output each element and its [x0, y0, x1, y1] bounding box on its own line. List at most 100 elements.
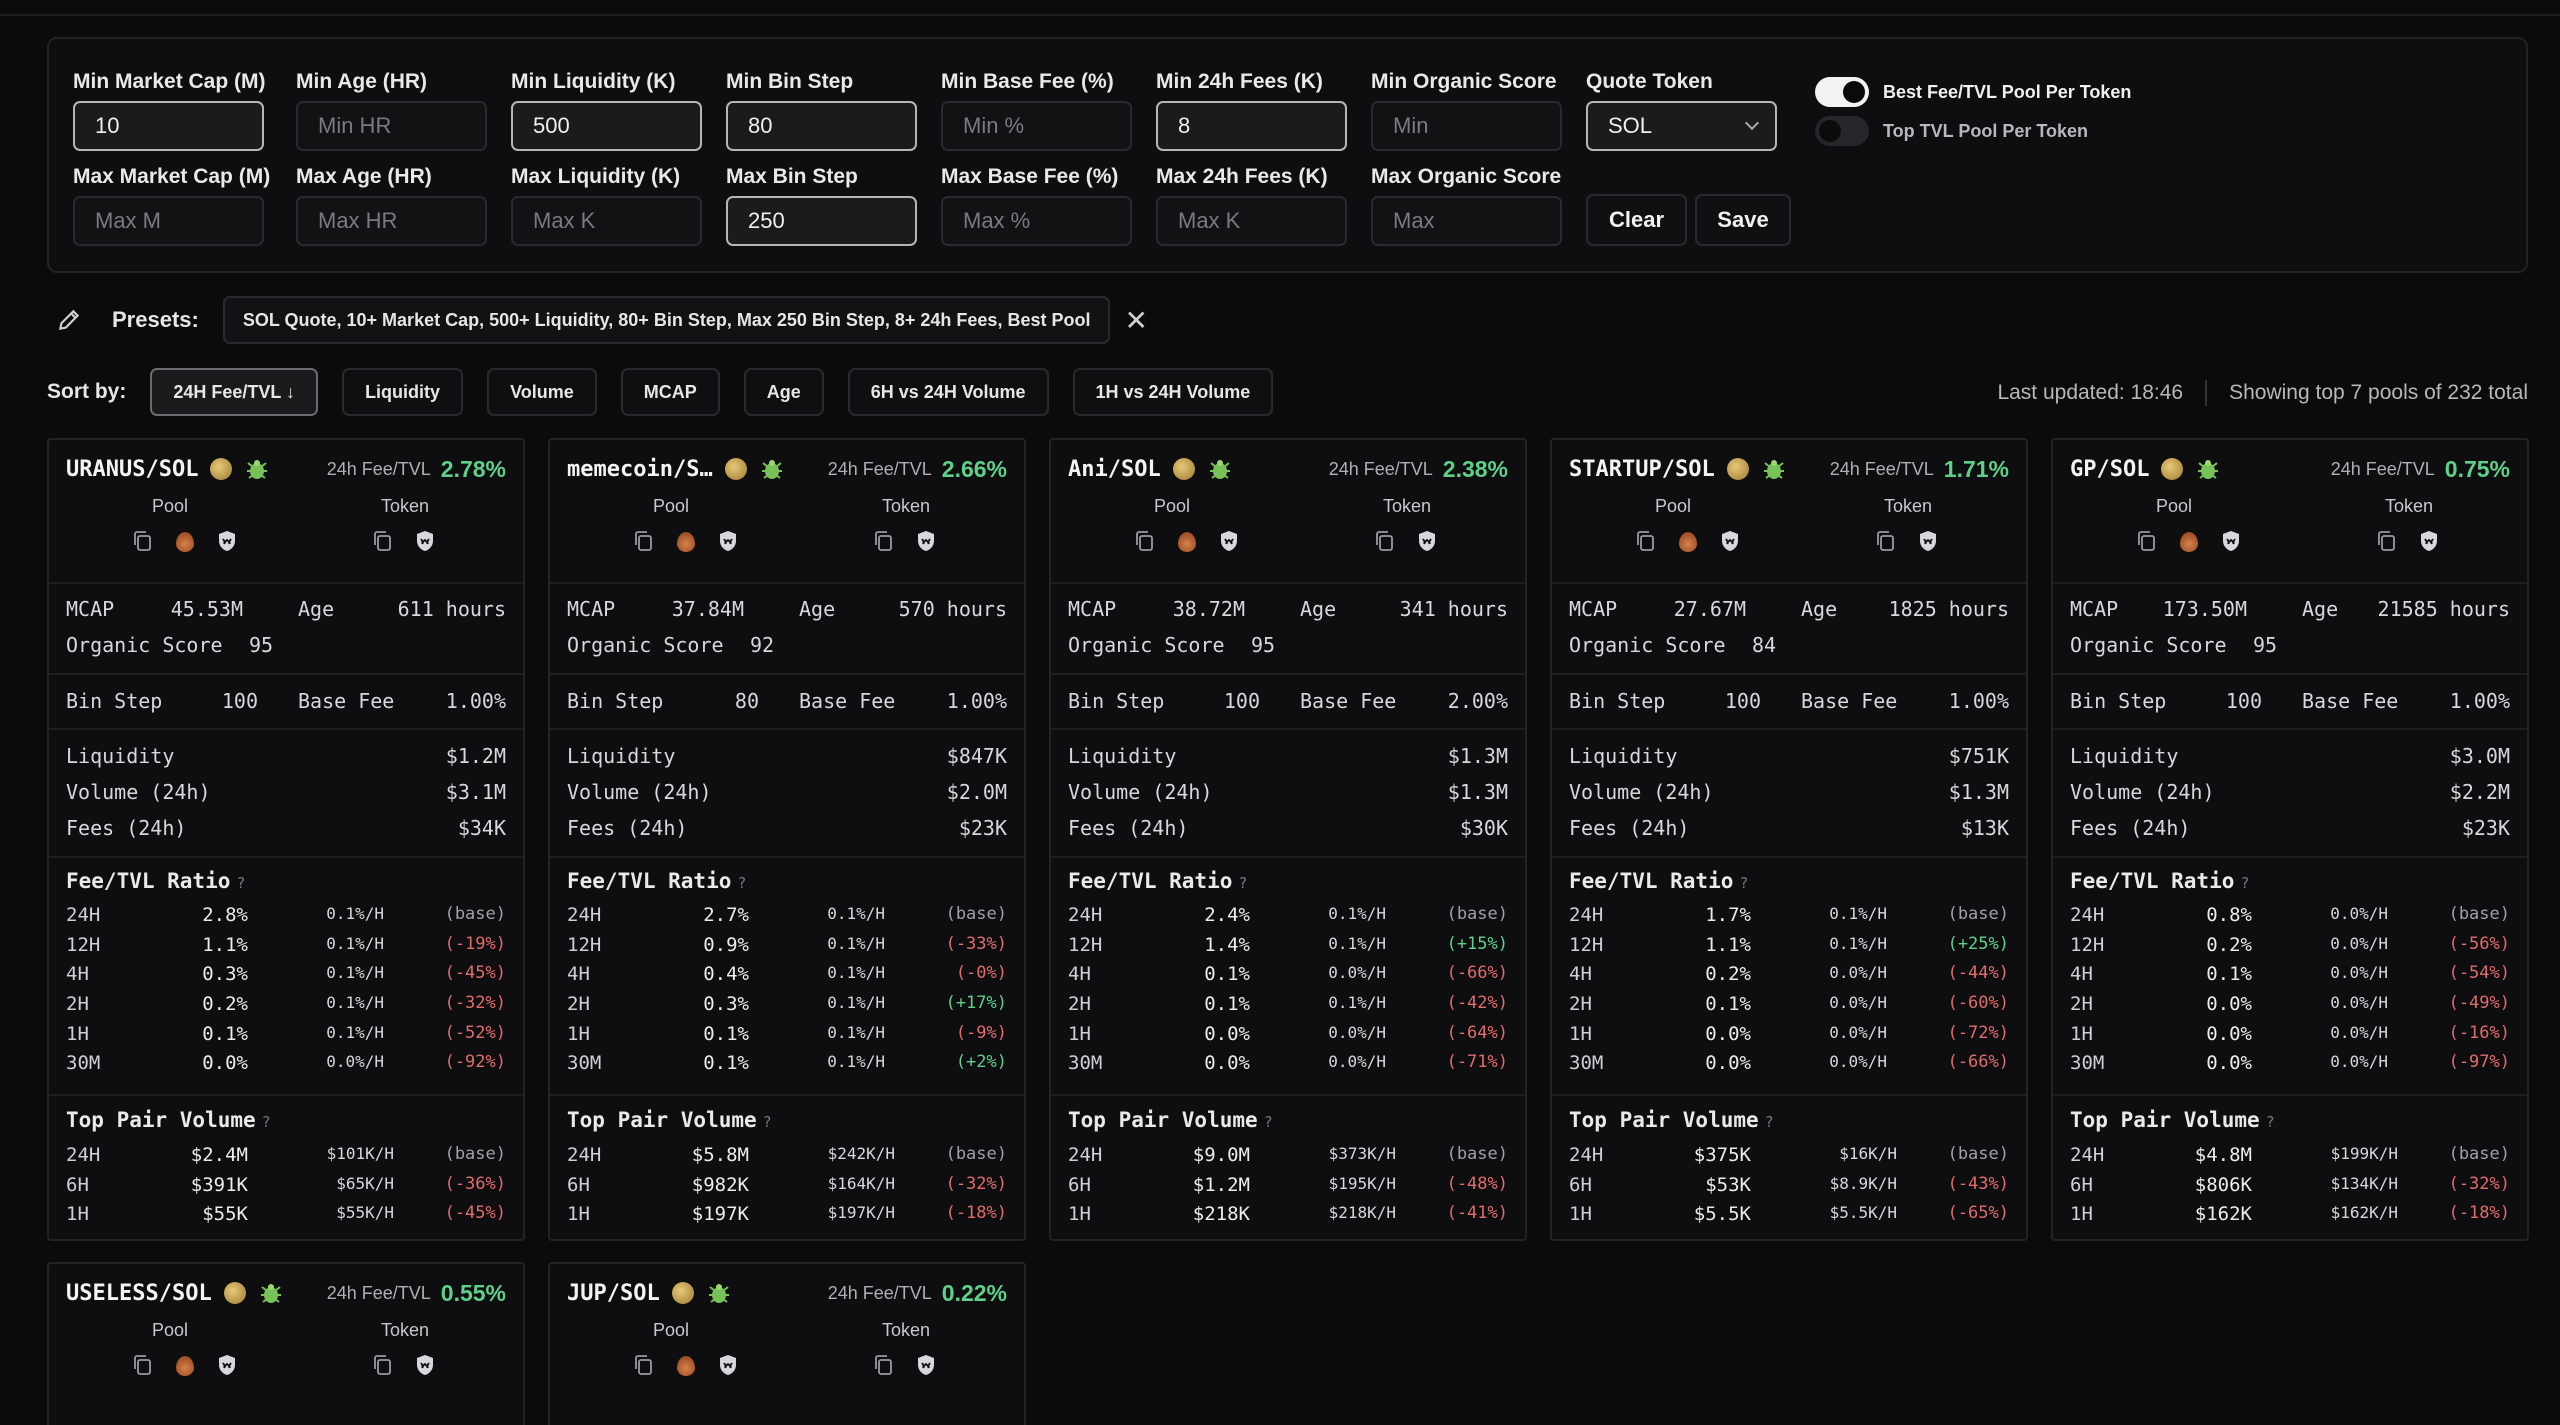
rugcheck-pool-icon[interactable]	[718, 530, 738, 552]
timeframe: 30M	[66, 1052, 101, 1075]
copy-pool-icon[interactable]	[633, 530, 653, 552]
change: (-45%)	[444, 1203, 506, 1224]
meteora-icon[interactable]	[176, 1356, 194, 1376]
copy-token-icon[interactable]	[873, 1354, 893, 1376]
timeframe: 1H	[1569, 1203, 1592, 1226]
copy-pool-icon[interactable]	[633, 1354, 653, 1376]
sort-option[interactable]: 24H Fee/TVL ↓	[150, 368, 319, 416]
pair-name[interactable]: URANUS/SOL	[66, 456, 199, 482]
meteora-icon[interactable]	[677, 1356, 695, 1376]
copy-token-icon[interactable]	[873, 530, 893, 552]
meteora-icon[interactable]	[2180, 532, 2198, 552]
copy-token-icon[interactable]	[372, 530, 392, 552]
filter-input[interactable]: Max	[1371, 196, 1562, 246]
pair-name[interactable]: USELESS/SOL	[66, 1280, 212, 1306]
card-divider	[2053, 673, 2527, 675]
binstep-row: Bin Step 100 Base Fee 1.00%	[1569, 689, 2009, 715]
filter-input[interactable]: Max K	[511, 196, 702, 246]
copy-pool-icon[interactable]	[132, 1354, 152, 1376]
help-icon[interactable]: ?	[236, 874, 246, 892]
rugcheck-pool-icon[interactable]	[2221, 530, 2241, 552]
help-icon[interactable]: ?	[1263, 1113, 1273, 1131]
help-icon[interactable]: ?	[261, 1113, 271, 1131]
filter-input[interactable]: 10	[73, 101, 264, 151]
filter-input[interactable]: Max K	[1156, 196, 1347, 246]
rugcheck-token-icon[interactable]	[2419, 530, 2439, 552]
help-icon[interactable]: ?	[2265, 1113, 2275, 1131]
pencil-icon[interactable]	[56, 307, 82, 333]
rugcheck-token-icon[interactable]	[1918, 530, 1938, 552]
filter-input[interactable]: Max HR	[296, 196, 487, 246]
filter-input[interactable]: 80	[726, 101, 917, 151]
timeframe: 24H	[1068, 904, 1103, 926]
rugcheck-pool-icon[interactable]	[1219, 530, 1239, 552]
pair-name[interactable]: JUP/SOL	[567, 1280, 660, 1306]
toggle-best-switch[interactable]	[1815, 77, 1869, 107]
toggle-top-switch[interactable]	[1815, 116, 1869, 146]
meteora-icon[interactable]	[677, 532, 695, 552]
rugcheck-token-icon[interactable]	[916, 1354, 936, 1376]
filter-input[interactable]: Max %	[941, 196, 1132, 246]
volume: $375K	[1693, 1144, 1751, 1166]
rugcheck-token-icon[interactable]	[415, 1354, 435, 1376]
toggle-top-row: Top TVL Pool Per Token	[1815, 116, 2088, 146]
copy-pool-icon[interactable]	[1134, 530, 1154, 552]
age-value: 341 hours	[1399, 597, 1508, 621]
pair-volume-table: 24H $2.4M $101K/H (base) 6H $391K $65K/H (-36%)…	[66, 1144, 506, 1233]
pair-name[interactable]: GP/SOL	[2070, 456, 2150, 482]
copy-pool-icon[interactable]	[132, 530, 152, 552]
help-icon[interactable]: ?	[2240, 874, 2250, 892]
rugcheck-pool-icon[interactable]	[718, 1354, 738, 1376]
copy-token-icon[interactable]	[372, 1354, 392, 1376]
sort-option[interactable]: Age	[743, 368, 824, 416]
rugcheck-token-icon[interactable]	[916, 530, 936, 552]
copy-token-icon[interactable]	[2376, 530, 2396, 552]
timeframe: 1H	[567, 1203, 590, 1226]
base-fee-value: 1.00%	[2449, 689, 2510, 713]
ratio: 0.0%	[1705, 1052, 1751, 1075]
remove-preset-icon[interactable]: ✕	[1124, 304, 1148, 336]
pair-volume-section-title: Top Pair Volume?	[567, 1108, 772, 1132]
filter-input[interactable]: Max M	[73, 196, 264, 246]
copy-token-icon[interactable]	[1875, 530, 1895, 552]
change: (-72%)	[1947, 1022, 2009, 1043]
ratio: 0.1%	[703, 1022, 749, 1045]
rugcheck-pool-icon[interactable]	[217, 530, 237, 552]
filter-input[interactable]: Min HR	[296, 101, 487, 151]
meteora-icon[interactable]	[1679, 532, 1697, 552]
filter-input[interactable]: 250	[726, 196, 917, 246]
rugcheck-pool-icon[interactable]	[217, 1354, 237, 1376]
help-icon[interactable]: ?	[762, 1113, 772, 1131]
sort-option[interactable]: Liquidity	[342, 368, 464, 416]
meteora-icon[interactable]	[176, 532, 194, 552]
sort-option[interactable]: 1H vs 24H Volume	[1072, 368, 1274, 416]
sort-option[interactable]: 6H vs 24H Volume	[847, 368, 1049, 416]
sort-option[interactable]: MCAP	[620, 368, 720, 416]
timeframe: 1H	[1068, 1022, 1091, 1045]
copy-pool-icon[interactable]	[2136, 530, 2156, 552]
help-icon[interactable]: ?	[1764, 1113, 1774, 1131]
rugcheck-token-icon[interactable]	[1417, 530, 1437, 552]
clear-button[interactable]: Clear	[1586, 194, 1687, 246]
help-icon[interactable]: ?	[737, 874, 747, 892]
sort-option[interactable]: Volume	[487, 368, 597, 416]
filter-input[interactable]: 8	[1156, 101, 1347, 151]
quote-token-select[interactable]: SOL	[1586, 101, 1777, 151]
liquidity-value: $1.3M	[1447, 744, 1508, 768]
pair-name[interactable]: Ani/SOL	[1068, 456, 1161, 482]
pair-name[interactable]: memecoin/S…	[567, 456, 713, 482]
save-button[interactable]: Save	[1695, 194, 1791, 246]
pair-name[interactable]: STARTUP/SOL	[1569, 456, 1715, 482]
preset-chip[interactable]: SOL Quote, 10+ Market Cap, 500+ Liquidit…	[222, 296, 1111, 344]
filter-input[interactable]: Min %	[941, 101, 1132, 151]
meteora-icon[interactable]	[1178, 532, 1196, 552]
filter-input[interactable]: 500	[511, 101, 702, 151]
filter-input[interactable]: Min	[1371, 101, 1562, 151]
copy-pool-icon[interactable]	[1635, 530, 1655, 552]
rugcheck-pool-icon[interactable]	[1720, 530, 1740, 552]
copy-token-icon[interactable]	[1374, 530, 1394, 552]
help-icon[interactable]: ?	[1739, 874, 1749, 892]
rugcheck-token-icon[interactable]	[415, 530, 435, 552]
help-icon[interactable]: ?	[1238, 874, 1248, 892]
ratio: 0.1%	[202, 1022, 248, 1045]
